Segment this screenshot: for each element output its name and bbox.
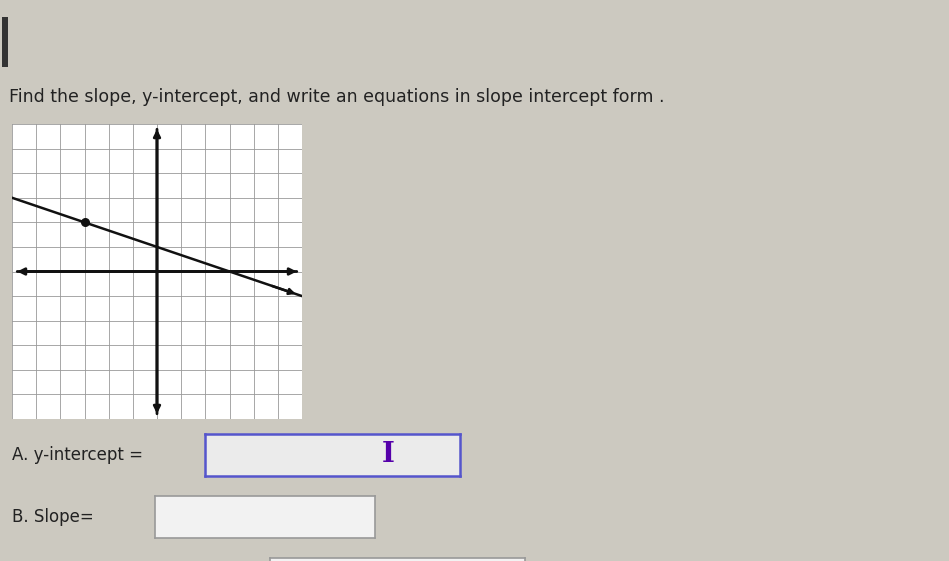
Text: B. Slope=: B. Slope= bbox=[12, 508, 94, 526]
Point bbox=[77, 218, 92, 227]
Text: A. y-intercept =: A. y-intercept = bbox=[12, 446, 143, 464]
Text: Find the slope, y-intercept, and write an equations in slope intercept form .: Find the slope, y-intercept, and write a… bbox=[9, 88, 665, 106]
Text: I: I bbox=[382, 442, 395, 468]
